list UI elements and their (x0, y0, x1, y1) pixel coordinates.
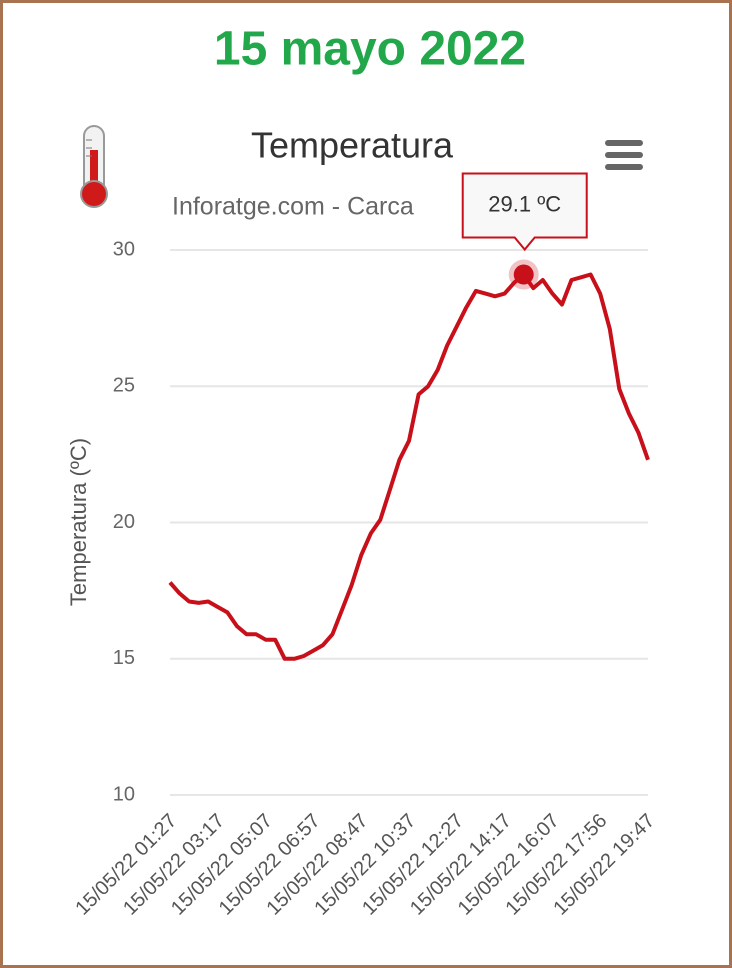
highlight-point (513, 264, 534, 285)
y-tick-label: 10 (113, 783, 135, 805)
menu-button[interactable] (605, 140, 643, 170)
chart-subtitle: Inforatge.com - Carca (172, 193, 414, 221)
y-tick-label: 15 (113, 647, 135, 669)
y-tick-label: 20 (113, 511, 135, 533)
page-header: 15 mayo 2022 (214, 23, 526, 76)
y-axis-label: Temperatura (ºC) (66, 438, 91, 606)
tooltip-box (461, 172, 588, 252)
y-tick-label: 30 (113, 238, 135, 260)
data-line (168, 272, 650, 661)
tooltip-label: 29.1 ºC (488, 191, 561, 216)
thermometer-icon (80, 125, 108, 208)
chart-title: Temperatura (251, 125, 454, 166)
y-tick-label: 25 (113, 375, 135, 397)
